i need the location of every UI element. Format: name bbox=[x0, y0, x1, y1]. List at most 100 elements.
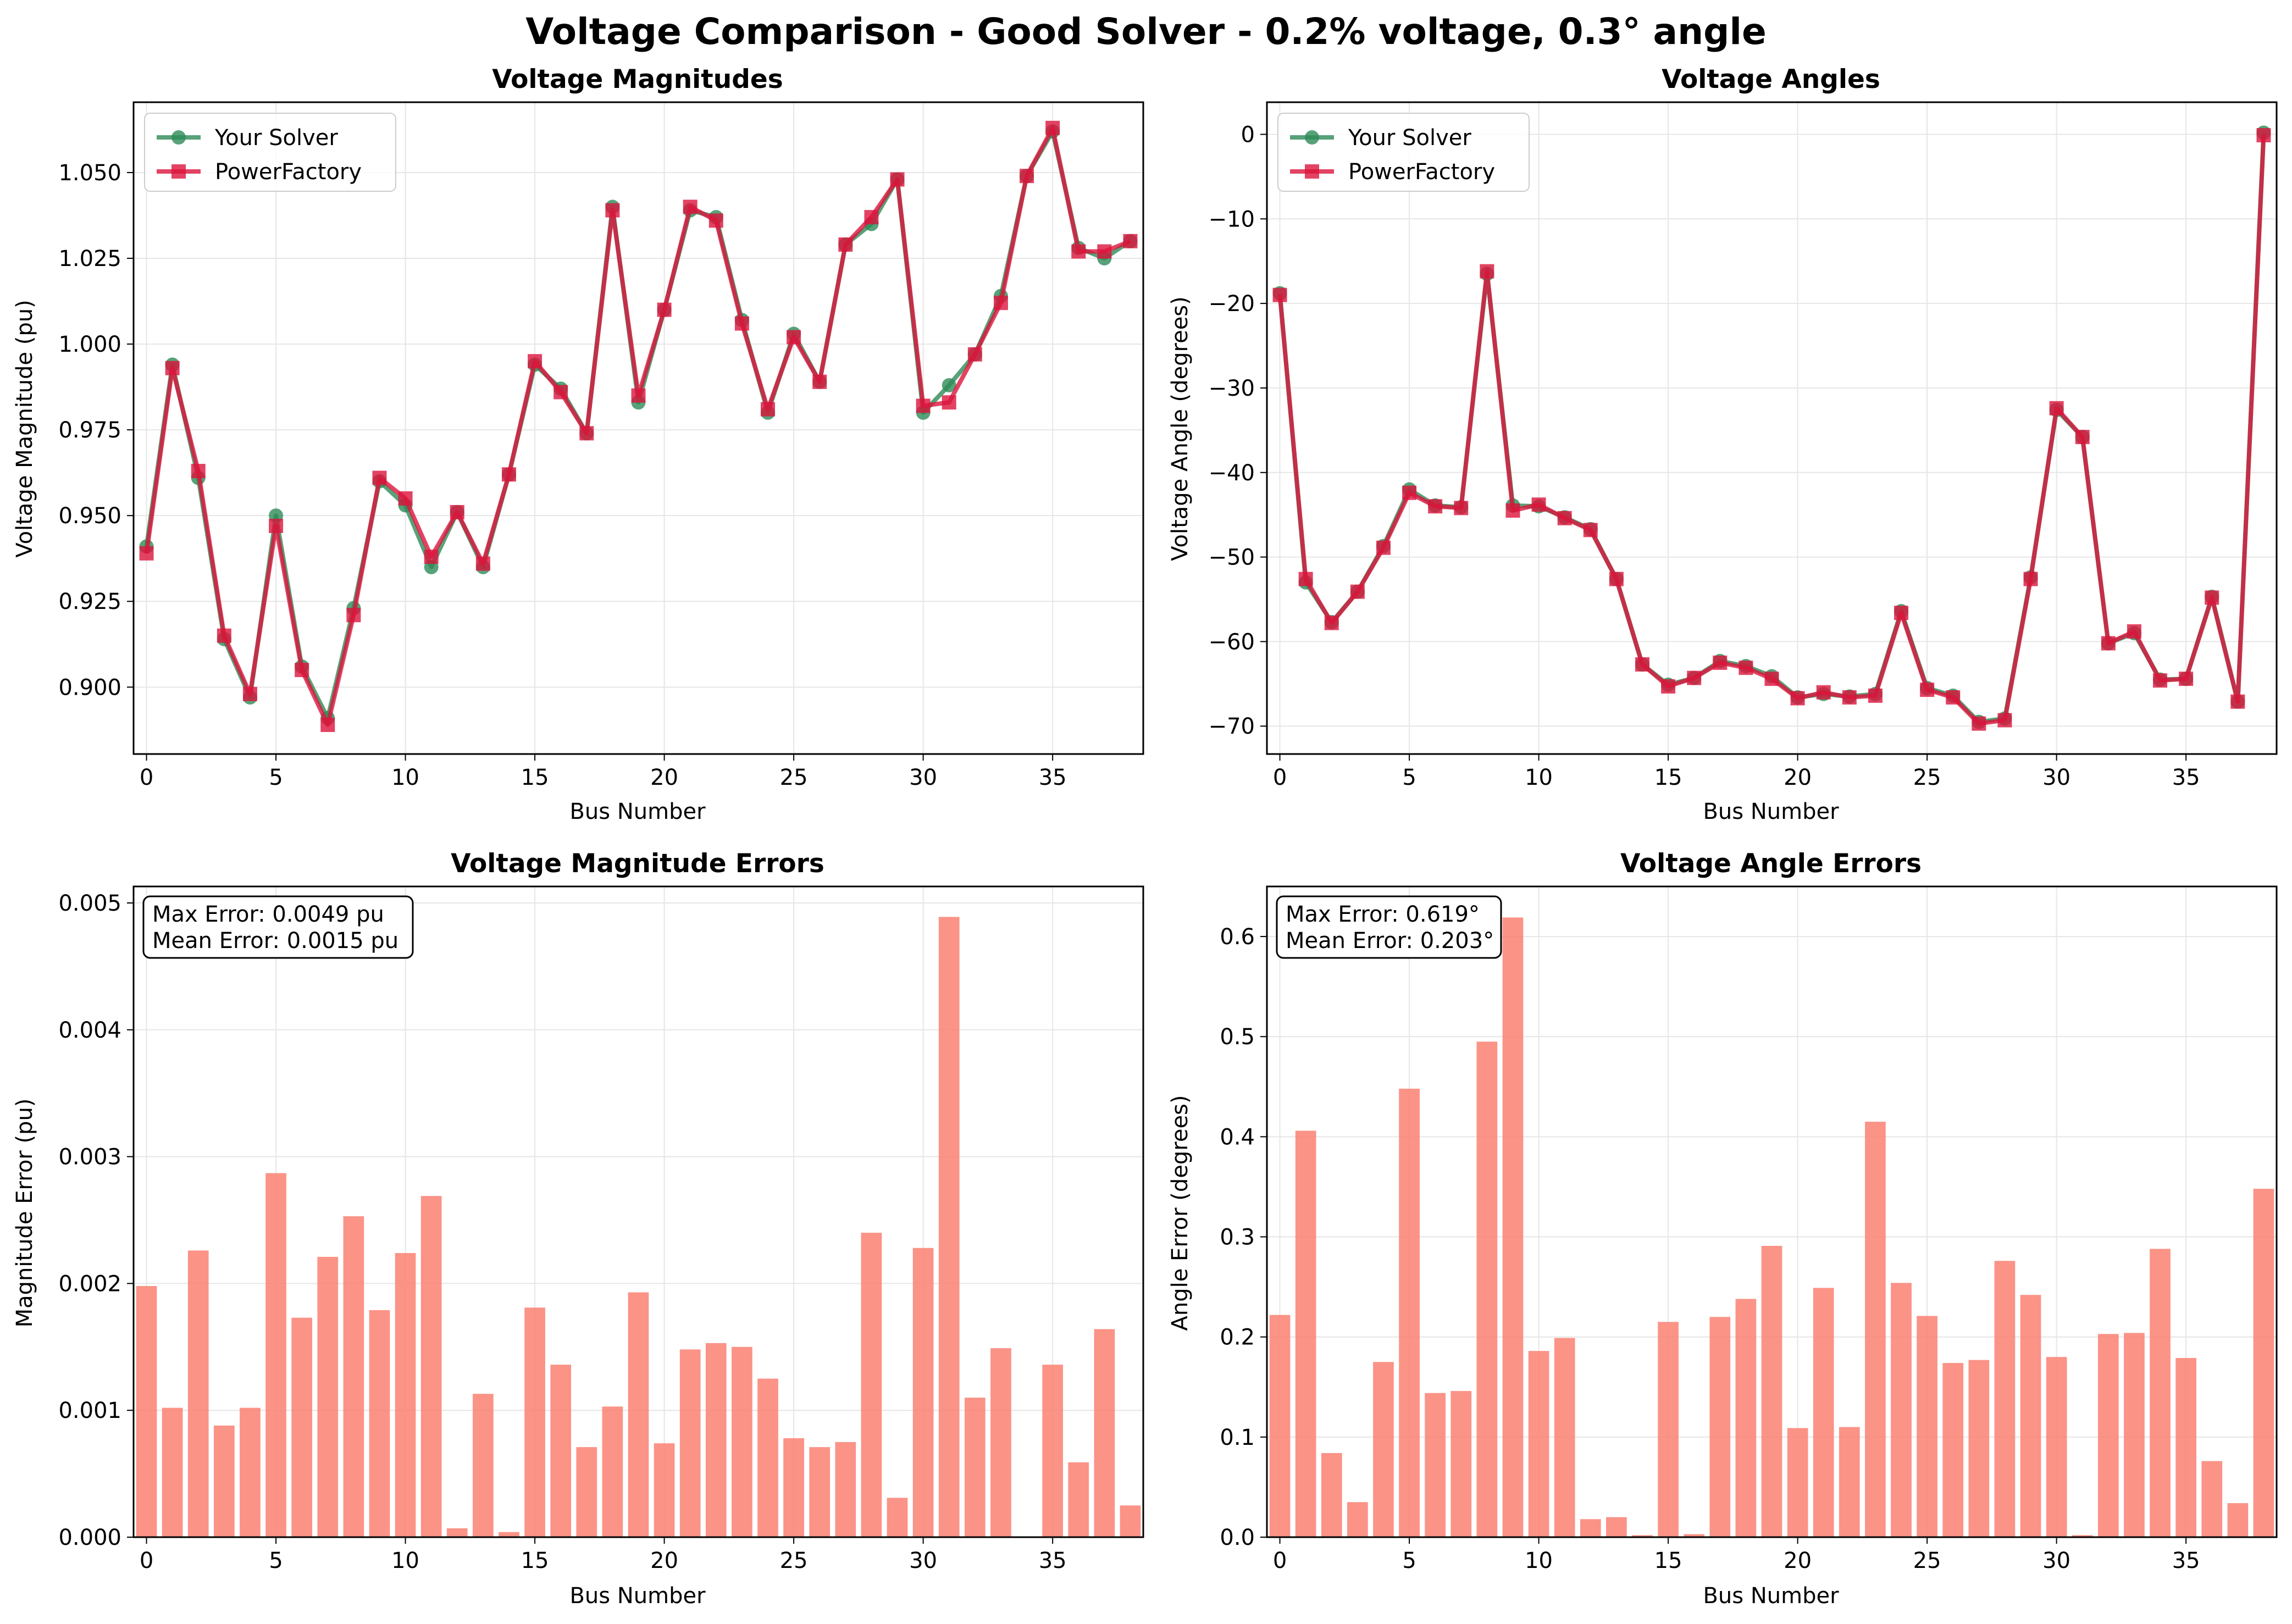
y-tick-label: 0.004 bbox=[58, 1018, 121, 1043]
x-tick-label: 30 bbox=[2042, 1548, 2070, 1573]
y-tick-label: 0.002 bbox=[58, 1271, 121, 1296]
x-tick-label: 25 bbox=[780, 1548, 808, 1573]
data-point bbox=[1868, 688, 1883, 703]
legend-label: PowerFactory bbox=[215, 159, 362, 185]
error-bar bbox=[679, 1349, 701, 1537]
error-bar bbox=[1502, 917, 1524, 1537]
data-point bbox=[605, 203, 620, 218]
data-point bbox=[528, 354, 542, 369]
y-axis-label: Angle Error (degrees) bbox=[1167, 1095, 1193, 1331]
axes-frame bbox=[1266, 101, 2278, 755]
legend-item: Your Solver bbox=[1290, 125, 1471, 151]
data-point bbox=[320, 717, 335, 732]
error-bar bbox=[2072, 1535, 2093, 1537]
error-bar bbox=[187, 1250, 209, 1537]
stats-line: Max Error: 0.619° bbox=[1286, 902, 1480, 927]
error-bar bbox=[1554, 1338, 1575, 1537]
data-point bbox=[346, 608, 361, 623]
error-bar bbox=[2020, 1295, 2041, 1537]
y-axis-label: Voltage Angle (degrees) bbox=[1167, 296, 1193, 561]
error-bar bbox=[887, 1498, 908, 1537]
error-stats-box: Max Error: 0.619°Mean Error: 0.203° bbox=[1276, 895, 1502, 959]
figure-title: Voltage Comparison - Good Solver - 0.2% … bbox=[525, 10, 1766, 53]
error-bar bbox=[1684, 1534, 1705, 1537]
y-tick-label: 0.900 bbox=[58, 675, 121, 700]
data-point bbox=[1454, 501, 1469, 516]
legend-label: Your Solver bbox=[1348, 125, 1471, 151]
data-point bbox=[1661, 679, 1676, 694]
x-tick-label: 20 bbox=[1784, 765, 1812, 790]
x-tick-label: 30 bbox=[909, 765, 937, 790]
voltage-magnitudes-chart: Voltage Magnitudes 0 5 10 15 20 25 30 35 0.900 0.… bbox=[12, 64, 1144, 824]
axis-ticks: 0 5 10 15 20 25 30 35 0.0 0.1 0.2 0.3 0.4 0.5 0.6 bbox=[1220, 924, 2200, 1573]
data-point bbox=[139, 546, 154, 561]
error-bar bbox=[1042, 1365, 1063, 1537]
data-point bbox=[579, 426, 594, 441]
error-bar bbox=[732, 1346, 752, 1537]
data-point bbox=[2256, 128, 2271, 142]
data-point bbox=[1687, 670, 1702, 685]
error-bar bbox=[628, 1292, 649, 1537]
y-tick-label: −10 bbox=[1209, 207, 1255, 232]
voltage-angles-chart: Voltage Angles 0 5 10 15 20 25 30 35 −70 −60 −50 −4… bbox=[1167, 64, 2278, 824]
x-tick-label: 10 bbox=[1525, 1548, 1553, 1573]
error-bar bbox=[473, 1394, 494, 1537]
x-tick-label: 15 bbox=[521, 765, 549, 790]
y-axis-label: Magnitude Error (pu) bbox=[12, 1099, 37, 1328]
error-bar bbox=[1321, 1453, 1342, 1537]
data-point bbox=[553, 385, 568, 400]
data-point bbox=[942, 378, 956, 392]
data-point bbox=[191, 464, 206, 479]
y-tick-label: 1.025 bbox=[58, 246, 121, 271]
data-point bbox=[916, 398, 931, 413]
x-tick-label: 5 bbox=[269, 1548, 283, 1573]
data-point bbox=[295, 663, 309, 678]
error-bar bbox=[809, 1447, 831, 1537]
x-tick-label: 0 bbox=[140, 1548, 153, 1573]
error-bar bbox=[705, 1343, 727, 1537]
data-point bbox=[864, 210, 879, 225]
data-point bbox=[708, 213, 723, 228]
error-bar bbox=[1658, 1322, 1679, 1537]
error-bar bbox=[835, 1442, 856, 1537]
error-bar bbox=[1994, 1261, 2016, 1537]
data-point bbox=[1739, 661, 1753, 675]
data-point bbox=[2153, 673, 2168, 688]
error-bar bbox=[1094, 1329, 1115, 1537]
x-tick-label: 20 bbox=[650, 765, 678, 790]
data-point bbox=[734, 316, 749, 331]
error-bar bbox=[265, 1173, 286, 1537]
data-point bbox=[372, 470, 387, 485]
x-axis-label: Bus Number bbox=[569, 1583, 706, 1609]
y-tick-label: 0.0 bbox=[1220, 1525, 1255, 1550]
y-tick-label: 0.5 bbox=[1220, 1024, 1255, 1050]
y-tick-label: 0.975 bbox=[58, 418, 121, 443]
y-tick-label: −20 bbox=[1209, 291, 1255, 317]
error-bar bbox=[1865, 1122, 1886, 1537]
legend-marker bbox=[171, 164, 186, 179]
error-bar bbox=[2253, 1189, 2274, 1537]
gridlines bbox=[1267, 102, 2277, 754]
data-point bbox=[657, 302, 672, 317]
error-bar bbox=[1761, 1245, 1782, 1537]
voltage-magnitude-errors-chart: Voltage Magnitude Errors 0 5 10 15 20 25 30 350… bbox=[12, 849, 1144, 1609]
data-point bbox=[1609, 572, 1624, 586]
error-bar bbox=[2124, 1333, 2145, 1537]
error-bar bbox=[2227, 1503, 2249, 1537]
data-point bbox=[631, 388, 646, 403]
chart-title: Voltage Magnitude Errors bbox=[451, 849, 824, 879]
chart-title: Voltage Angle Errors bbox=[1620, 849, 1922, 879]
data-point bbox=[1946, 690, 1961, 705]
data-point bbox=[269, 518, 284, 533]
error-bar bbox=[162, 1407, 183, 1537]
x-tick-label: 15 bbox=[521, 1548, 549, 1573]
data-point bbox=[1842, 690, 1857, 705]
x-tick-label: 30 bbox=[909, 1548, 937, 1573]
axis-ticks: 0 5 10 15 20 25 30 35 0.000 0.001 0.002 0.003 0.004 0… bbox=[58, 891, 1066, 1573]
x-tick-label: 20 bbox=[650, 1548, 678, 1573]
series-powerfactory bbox=[139, 120, 1138, 732]
error-bar bbox=[1425, 1393, 1446, 1537]
axis-ticks: 0 5 10 15 20 25 30 35 −70 −60 −50 −40 −30 −20 −10 0 bbox=[1209, 122, 2200, 790]
error-bar bbox=[2097, 1334, 2119, 1537]
axes-frame bbox=[132, 101, 1144, 755]
